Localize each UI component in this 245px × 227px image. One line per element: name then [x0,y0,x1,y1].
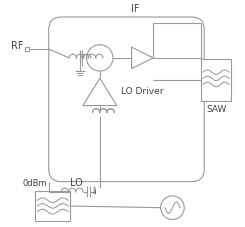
Circle shape [161,196,184,220]
Bar [25,47,29,51]
Text: RF: RF [11,41,24,51]
Polygon shape [83,78,117,106]
FancyBboxPatch shape [49,17,204,182]
Text: 0dBm: 0dBm [23,179,47,188]
Bar [201,59,232,101]
Text: Ii: Ii [92,187,97,196]
Circle shape [87,45,113,71]
Text: LO Driver: LO Driver [121,87,164,96]
Text: LO: LO [70,178,83,188]
Bar [35,191,70,221]
Text: IF: IF [131,4,139,14]
Polygon shape [132,47,153,69]
Text: SAW: SAW [206,105,226,114]
